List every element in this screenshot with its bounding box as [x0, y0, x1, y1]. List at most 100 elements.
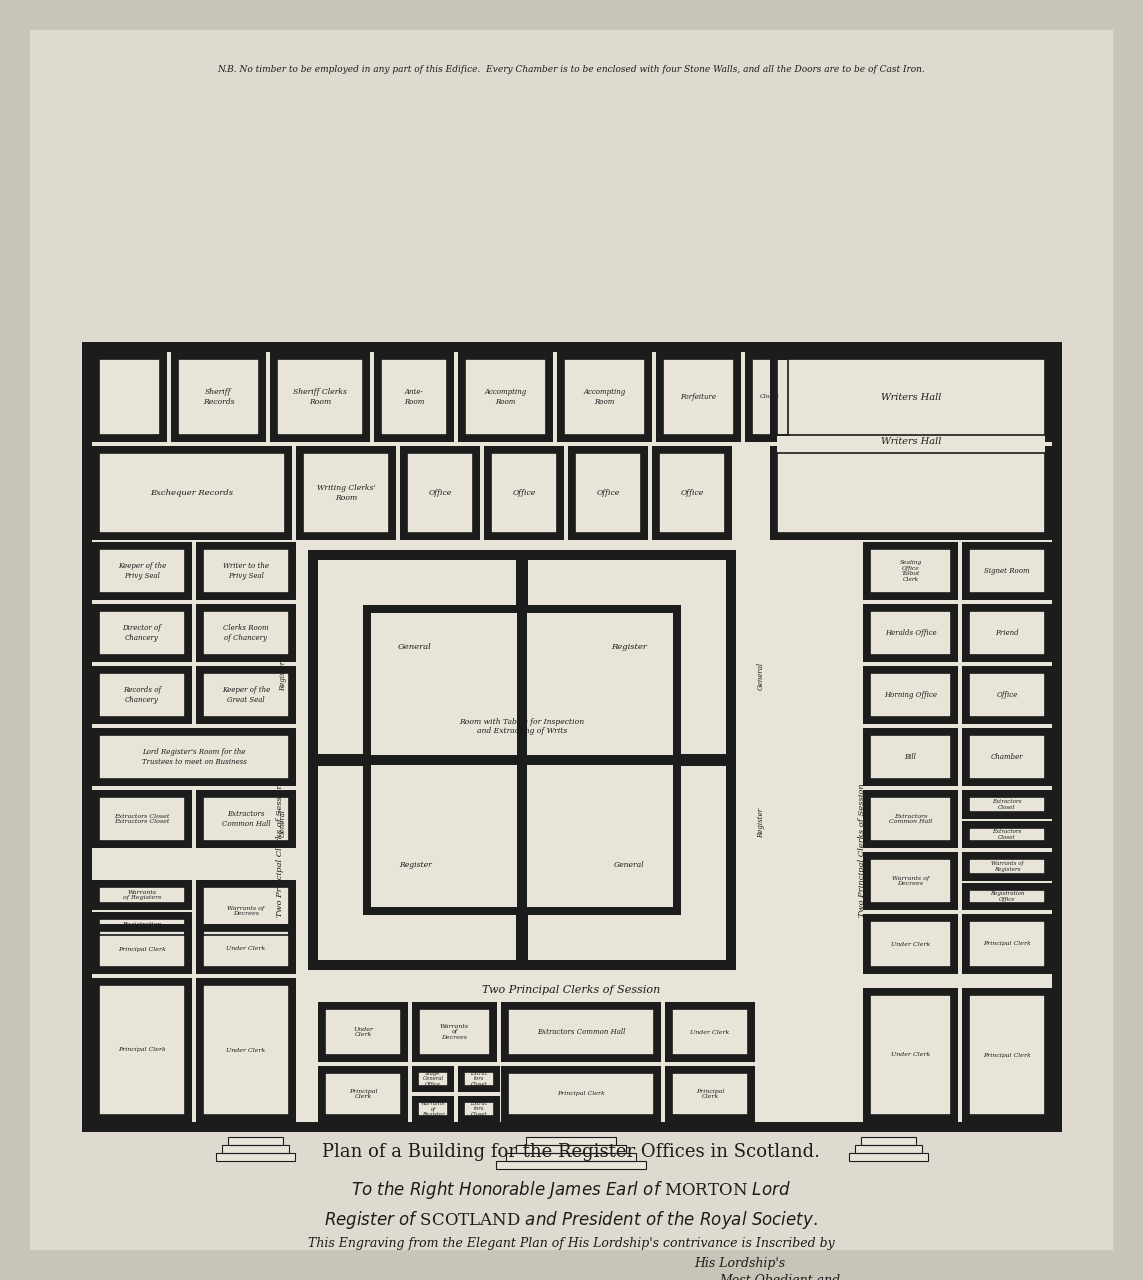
Bar	[663, 358, 734, 435]
Text: Register: Register	[612, 643, 647, 650]
Bar	[464, 1073, 494, 1085]
Text: Extrac
tors
Closet: Extrac tors Closet	[470, 1101, 488, 1117]
Bar	[501, 1002, 661, 1062]
Bar	[665, 1066, 756, 1123]
Bar	[411, 1096, 454, 1123]
Bar	[99, 735, 289, 780]
Bar	[195, 541, 296, 600]
Bar	[381, 358, 447, 435]
Text: Sealing
Office
Talbot
Clerk: Sealing Office Talbot Clerk	[900, 559, 921, 582]
Bar	[777, 453, 1045, 532]
Bar	[507, 1009, 654, 1055]
Bar	[99, 986, 185, 1115]
Bar	[969, 995, 1045, 1115]
Bar	[863, 914, 958, 974]
Text: This Engraving from the Elegant Plan of His Lordship's contrivance is Inscribed : This Engraving from the Elegant Plan of …	[307, 1238, 834, 1251]
Bar	[203, 887, 289, 934]
Bar	[99, 358, 160, 435]
Bar	[99, 919, 185, 934]
Text: $\mathit{Register\ of}$ SCOTLAND $\mathit{and\ President\ of\ the\ Royal\ Societ: $\mathit{Register\ of}$ SCOTLAND $\mathi…	[325, 1210, 818, 1231]
Text: Principal Clerk: Principal Clerk	[983, 942, 1031, 946]
Bar	[99, 931, 185, 966]
Text: Registration
Office: Registration Office	[990, 891, 1024, 902]
Text: Two Principal Clerks of Session: Two Principal Clerks of Session	[275, 783, 283, 916]
Bar	[178, 358, 259, 435]
Bar	[969, 828, 1045, 841]
Bar	[99, 919, 185, 934]
Bar	[418, 1102, 448, 1116]
Bar	[407, 453, 473, 532]
Bar	[1030, 1123, 1034, 1132]
Bar	[752, 358, 788, 435]
Bar	[195, 790, 296, 847]
Bar	[870, 673, 951, 717]
Bar	[216, 1153, 295, 1161]
Text: Signet Room: Signet Room	[984, 567, 1030, 575]
Bar	[203, 931, 289, 966]
Text: Warrants
of
Register: Warrants of Register	[421, 1101, 445, 1117]
Bar	[777, 358, 1045, 532]
Bar	[870, 922, 951, 966]
Bar	[507, 1073, 654, 1115]
Bar	[969, 611, 1045, 655]
Text: General: General	[614, 861, 645, 869]
Text: Two Principal Clerks of Session: Two Principal Clerks of Session	[482, 986, 661, 995]
Bar	[296, 445, 395, 540]
Bar	[222, 1146, 289, 1153]
Bar	[458, 1066, 499, 1092]
Bar	[91, 352, 1052, 1123]
Bar	[969, 549, 1045, 593]
Text: Exchequer Records: Exchequer Records	[151, 489, 233, 497]
Bar	[506, 1153, 636, 1161]
Bar	[515, 1146, 626, 1153]
Bar	[962, 914, 1052, 974]
Bar	[770, 352, 1052, 442]
Bar	[381, 358, 447, 435]
Text: Warrants
of Registers: Warrants of Registers	[122, 890, 161, 900]
Bar	[115, 1123, 120, 1132]
Bar	[325, 1073, 401, 1115]
Bar	[1014, 1123, 1018, 1132]
Bar	[411, 1066, 454, 1092]
Bar	[515, 561, 528, 960]
Bar	[870, 859, 951, 902]
Text: Friend: Friend	[996, 628, 1018, 637]
Bar	[464, 1102, 494, 1116]
Bar	[982, 1123, 986, 1132]
Text: Bill: Bill	[904, 753, 917, 762]
Bar	[203, 673, 289, 717]
Bar	[458, 352, 553, 442]
Bar	[665, 1002, 756, 1062]
Bar	[962, 988, 1052, 1123]
Bar	[195, 604, 296, 662]
Text: Register: Register	[757, 808, 765, 838]
Bar	[777, 358, 1045, 435]
Text: Principal Clerk: Principal Clerk	[557, 1092, 605, 1097]
Bar	[178, 358, 259, 435]
Bar	[672, 1073, 748, 1115]
Bar	[203, 611, 289, 655]
Bar	[407, 453, 473, 532]
Bar	[99, 453, 285, 532]
Text: Under
Clerk: Under Clerk	[353, 1027, 373, 1037]
Text: Principal Clerk: Principal Clerk	[118, 946, 166, 951]
Bar	[99, 1123, 104, 1132]
Bar	[419, 1009, 490, 1055]
Bar	[745, 352, 796, 442]
Bar	[863, 604, 958, 662]
Bar	[777, 453, 1045, 532]
Bar	[849, 1153, 928, 1161]
Bar	[870, 995, 951, 1115]
Text: Office: Office	[680, 489, 704, 497]
Bar	[458, 1096, 499, 1123]
Bar	[969, 922, 1045, 966]
Bar	[227, 1137, 283, 1146]
Bar	[99, 611, 185, 655]
Text: Writer to the
Privy Seal: Writer to the Privy Seal	[223, 562, 269, 580]
Bar	[656, 352, 741, 442]
Text: Extrac
tors
Closet: Extrac tors Closet	[470, 1070, 488, 1087]
Text: General: General	[279, 809, 287, 837]
Text: Forfeiture: Forfeiture	[680, 393, 717, 401]
Bar	[557, 352, 652, 442]
Text: Principal
Clerk: Principal Clerk	[696, 1088, 725, 1100]
